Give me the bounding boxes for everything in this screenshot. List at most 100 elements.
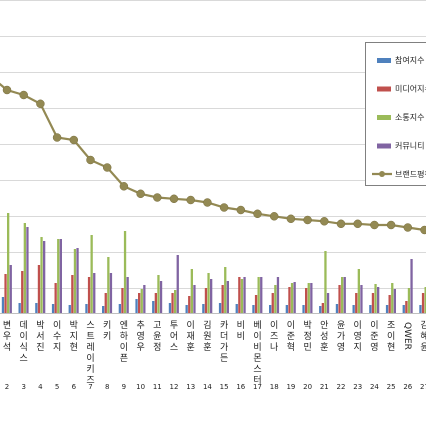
rank-label: 23	[353, 383, 362, 391]
bar-4	[193, 285, 196, 313]
bar-3	[23, 223, 26, 313]
rank-label: 11	[153, 383, 162, 391]
bar-2	[87, 277, 91, 313]
rank-label: 7	[88, 383, 92, 391]
bar-3	[290, 283, 294, 313]
bar-3	[374, 284, 377, 313]
bar-2	[271, 293, 274, 313]
legend: 참여지수미디어지수소통지수커뮤니티브랜드평판	[365, 42, 426, 186]
legend-label: 브랜드평판	[395, 169, 426, 179]
legend-swatch	[377, 58, 391, 63]
bar-4	[126, 277, 129, 313]
bar-4	[377, 287, 380, 313]
category-labels: 변 우 석 데 이 식 스 박 서 진 이 수 지 박 지 현 스 트 레 이 키 즈 키 키 엔 하 이 픈 추 영 우 고 윤 정 투 어 스 이 재 훈…	[3, 319, 426, 386]
gridlines	[0, 0, 426, 289]
bar-4	[76, 248, 79, 313]
bar-1	[152, 301, 155, 313]
bar-2	[238, 277, 241, 313]
bar-2	[188, 296, 191, 313]
legend-swatch	[377, 115, 391, 120]
rank-label: 24	[370, 383, 379, 391]
bar-2	[421, 293, 425, 313]
bar-2	[104, 293, 107, 313]
bar-1	[1, 297, 5, 313]
line-point	[353, 219, 362, 229]
rank-label: 16	[236, 383, 245, 391]
line-point	[153, 193, 162, 202]
bar-3	[424, 287, 426, 313]
bar-4	[43, 241, 46, 313]
bar-2	[355, 293, 358, 313]
bar-3	[140, 289, 143, 313]
bar-3	[357, 269, 360, 313]
bar-3	[274, 285, 277, 313]
bar-4	[59, 239, 62, 313]
bar-1	[51, 304, 55, 313]
bar-2	[338, 285, 341, 313]
bar-4	[276, 277, 280, 313]
line-point	[136, 189, 145, 199]
bar-2	[321, 303, 324, 313]
line-point	[102, 163, 112, 172]
rank-label: 15	[220, 383, 229, 391]
line-series-path	[0, 82, 426, 232]
legend-label: 참여지수	[395, 55, 424, 65]
rank-labels: 2 3 4 5 6 7 8 9 10 11 12 13 14 15 16 17 18 19 20 21 22 23 24 25…	[5, 383, 426, 391]
bar-2	[288, 287, 291, 313]
bar-2	[204, 288, 208, 313]
bar-2	[121, 288, 124, 313]
bar-4	[143, 285, 146, 313]
bar-1	[235, 304, 238, 313]
bar-4	[9, 265, 12, 313]
bar-1	[319, 306, 322, 313]
rank-label: 25	[387, 383, 396, 391]
bar-1	[402, 305, 405, 313]
bar-3	[207, 273, 210, 313]
category-label: QWER	[402, 322, 412, 350]
line-point	[119, 182, 129, 191]
bar-2	[405, 301, 408, 313]
line-point	[253, 209, 262, 219]
line-point	[203, 198, 212, 207]
bar-1	[168, 303, 172, 313]
bar-2	[4, 274, 7, 313]
bar-2	[371, 293, 375, 313]
line-point	[420, 225, 426, 235]
bar-4	[109, 273, 113, 313]
bar-1	[118, 304, 121, 313]
bar-3	[307, 283, 310, 313]
rank-label: 2	[5, 383, 9, 391]
rank-label: 19	[286, 383, 295, 391]
bar-3	[240, 279, 244, 313]
legend-label: 미디어지수	[395, 84, 426, 94]
bar-4	[343, 277, 346, 313]
bar-3	[73, 249, 77, 313]
bar-1	[419, 305, 422, 313]
rank-label: 14	[203, 383, 212, 391]
rank-label: 3	[21, 383, 25, 391]
legend-box	[365, 42, 426, 186]
bar-3	[174, 290, 177, 313]
bar-series-group	[1, 213, 426, 313]
bar-2	[37, 265, 41, 313]
bar-2	[71, 275, 74, 313]
line-point	[52, 133, 62, 142]
rank-label: 10	[136, 383, 145, 391]
line-point	[36, 99, 45, 109]
